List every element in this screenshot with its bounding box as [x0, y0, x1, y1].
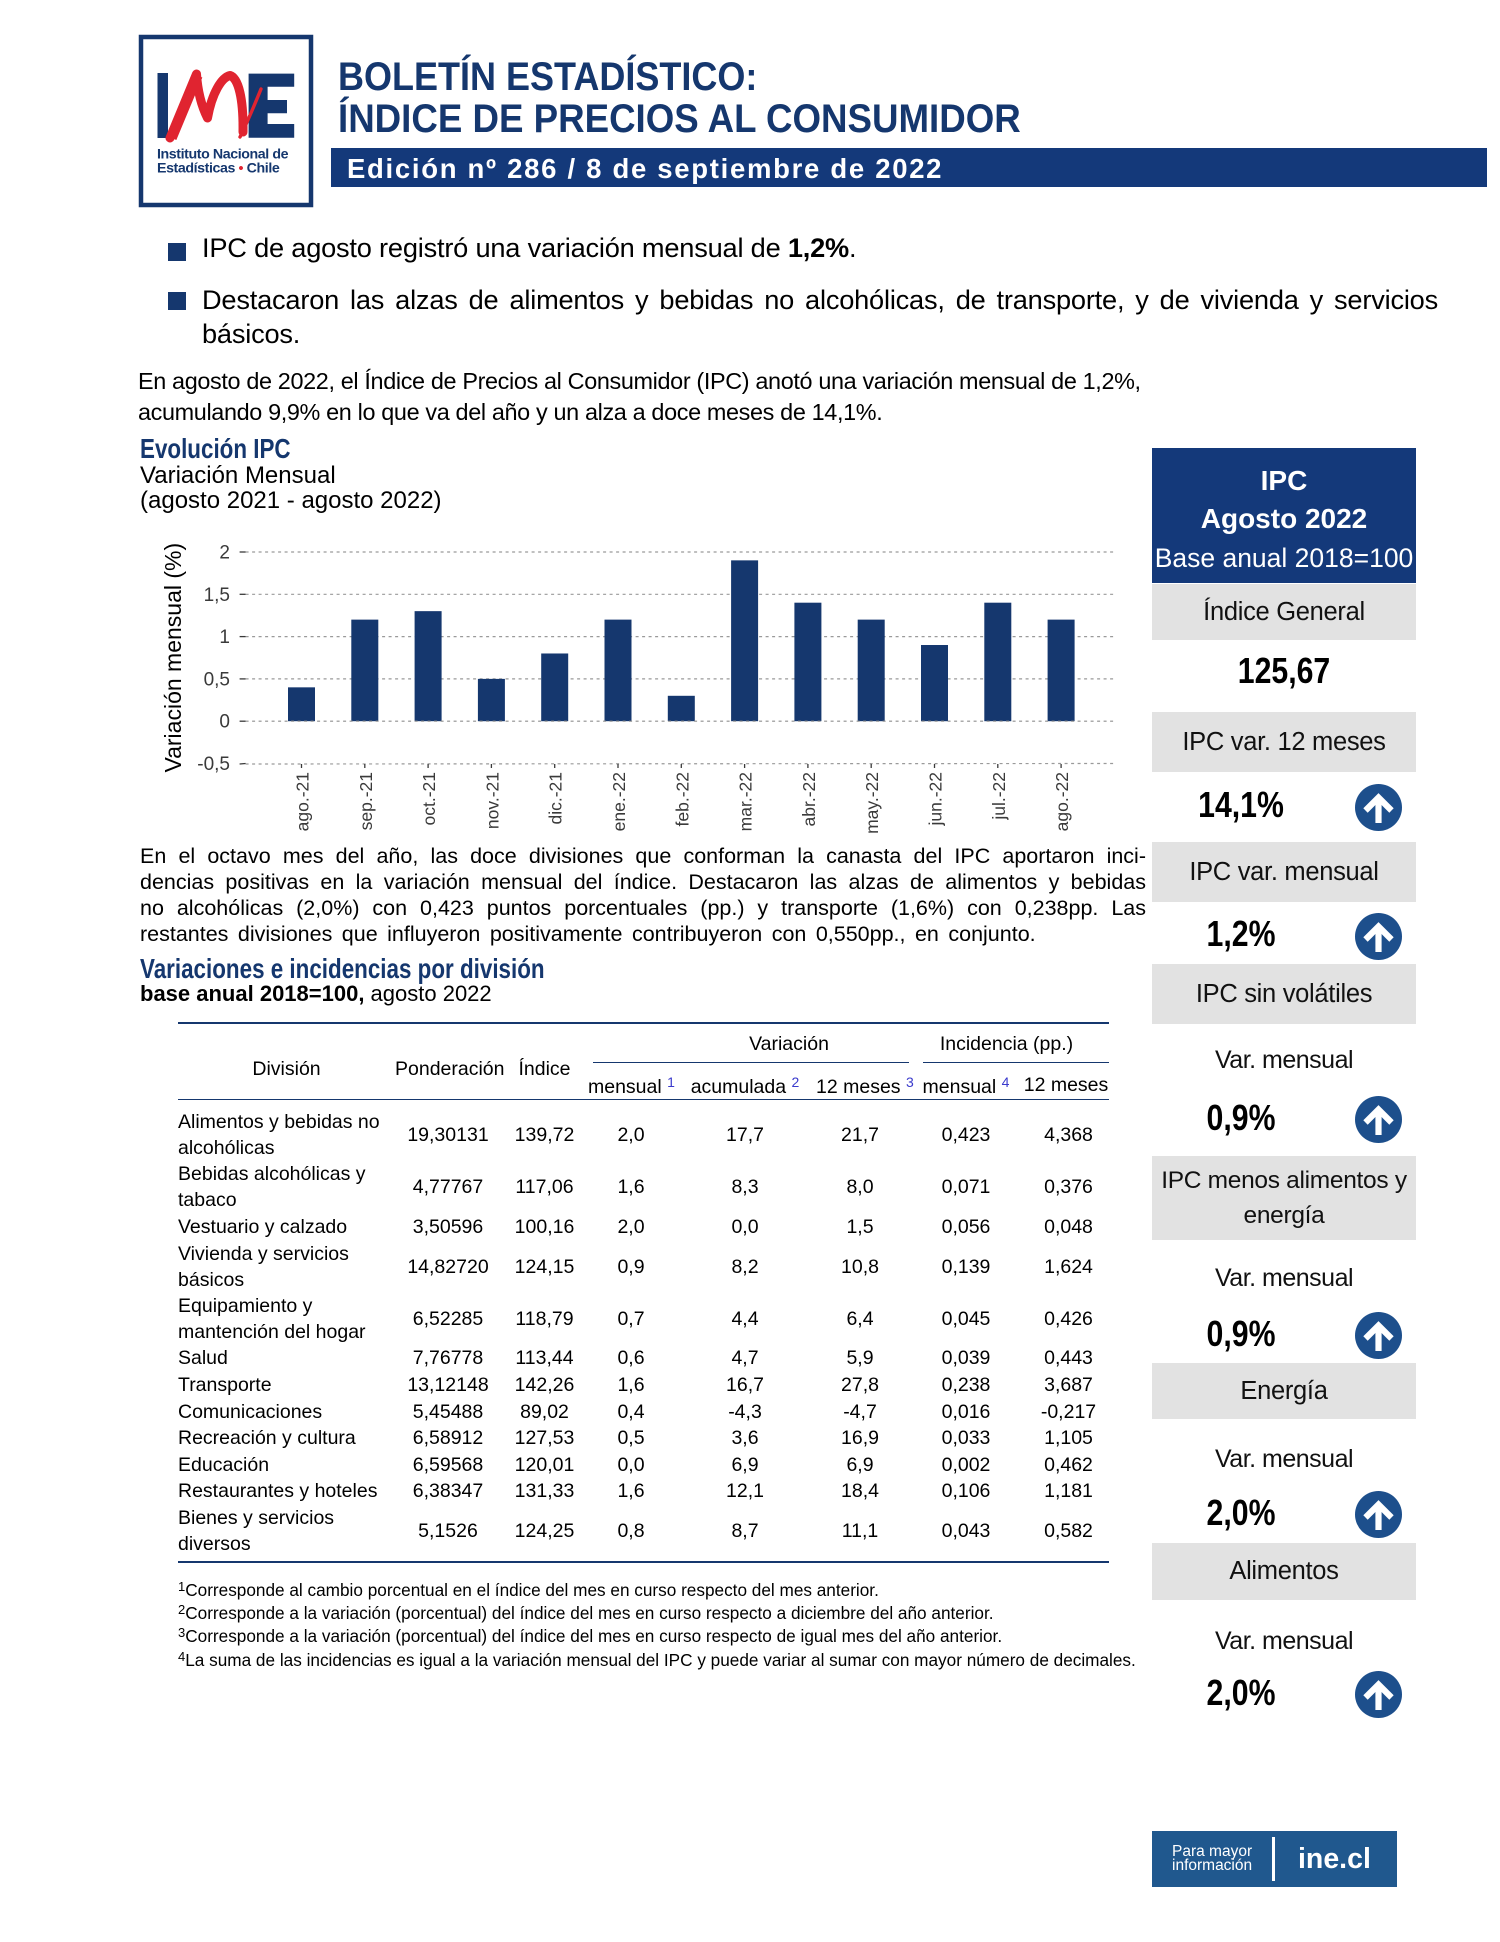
svg-text:jun.-22: jun.-22: [926, 772, 946, 827]
svg-text:sep.-21: sep.-21: [356, 772, 376, 830]
svg-text:may.-22: may.-22: [862, 772, 882, 834]
svg-text:Estadísticas • Chile: Estadísticas • Chile: [157, 161, 280, 177]
svg-text:1: 1: [219, 627, 230, 648]
svg-text:0,5: 0,5: [204, 669, 230, 690]
svg-text:nov.-21: nov.-21: [482, 772, 502, 829]
svg-text:abr.-22: abr.-22: [799, 772, 819, 826]
svg-text:0: 0: [219, 712, 230, 733]
svg-text:mar.-22: mar.-22: [736, 772, 756, 831]
svg-text:dic.-21: dic.-21: [546, 772, 566, 825]
svg-text:jul.-22: jul.-22: [989, 772, 1009, 821]
svg-text:-0,5: -0,5: [197, 754, 230, 775]
svg-text:ago.-22: ago.-22: [1052, 772, 1072, 831]
svg-text:Variación mensual (%): Variación mensual (%): [160, 543, 186, 773]
svg-text:2: 2: [219, 543, 230, 564]
svg-text:oct.-21: oct.-21: [419, 772, 439, 826]
svg-text:1,5: 1,5: [204, 585, 230, 606]
svg-text:feb.-22: feb.-22: [672, 772, 692, 826]
svg-text:Instituto Nacional de: Instituto Nacional de: [157, 147, 289, 163]
svg-text:ene.-22: ene.-22: [609, 772, 629, 831]
svg-text:ago.-21: ago.-21: [293, 772, 313, 831]
